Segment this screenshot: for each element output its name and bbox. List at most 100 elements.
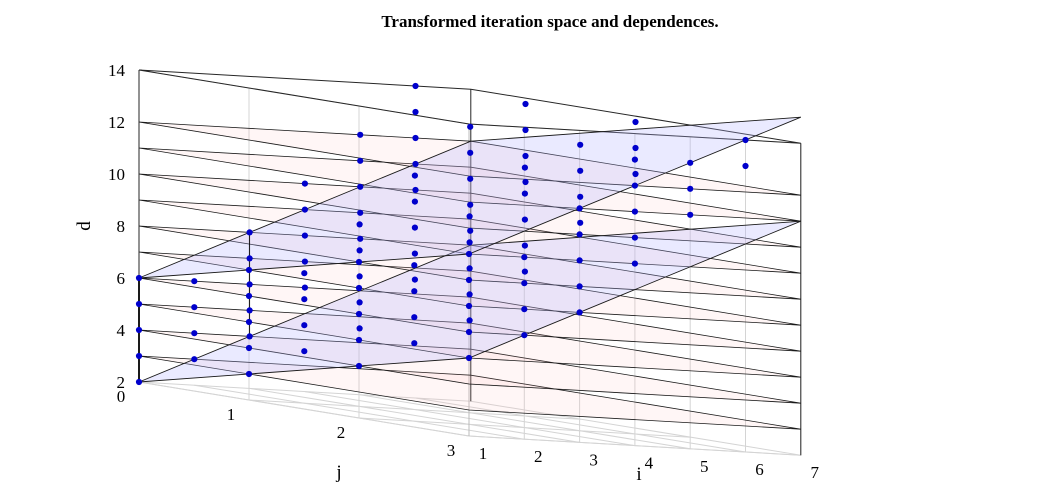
data-point bbox=[631, 156, 639, 163]
data-point bbox=[576, 205, 583, 212]
data-point bbox=[245, 318, 253, 326]
data-point bbox=[301, 348, 308, 355]
data-point bbox=[521, 306, 528, 313]
data-point bbox=[301, 206, 308, 213]
data-point bbox=[135, 274, 143, 282]
data-point bbox=[355, 258, 363, 266]
data-point bbox=[135, 352, 143, 360]
data-point bbox=[687, 211, 694, 218]
data-point bbox=[521, 242, 529, 249]
y-tick-label: 1 bbox=[227, 405, 236, 424]
data-point bbox=[355, 310, 363, 318]
data-point bbox=[191, 330, 198, 337]
data-point bbox=[412, 82, 419, 90]
data-point bbox=[631, 234, 639, 241]
data-point bbox=[521, 268, 529, 275]
data-point bbox=[357, 157, 364, 164]
data-point bbox=[411, 314, 418, 321]
data-point bbox=[521, 216, 529, 223]
data-point bbox=[246, 333, 253, 340]
z-tick-label: 8 bbox=[117, 217, 126, 236]
data-point bbox=[521, 190, 529, 197]
data-point bbox=[246, 281, 253, 288]
y-tick-label: 0 bbox=[117, 387, 126, 406]
z-tick-label: 2 bbox=[117, 373, 126, 392]
x-tick-label: 6 bbox=[755, 460, 764, 479]
data-point bbox=[356, 247, 363, 254]
data-point bbox=[465, 354, 473, 362]
data-point bbox=[411, 340, 418, 347]
data-point bbox=[245, 292, 253, 300]
data-point bbox=[467, 149, 474, 156]
data-point bbox=[576, 257, 583, 264]
data-point bbox=[522, 178, 529, 186]
data-point bbox=[301, 258, 308, 265]
z-axis-label: d bbox=[74, 221, 95, 231]
x-tick-label: 1 bbox=[479, 444, 488, 463]
data-points bbox=[135, 82, 749, 386]
data-point bbox=[301, 232, 308, 239]
data-point bbox=[356, 221, 363, 228]
data-point bbox=[576, 309, 583, 316]
data-point bbox=[467, 227, 474, 234]
data-point bbox=[631, 208, 639, 215]
data-point bbox=[135, 300, 143, 308]
data-point bbox=[577, 193, 584, 200]
y-tick-label: 2 bbox=[337, 423, 346, 442]
data-point bbox=[412, 160, 419, 168]
data-point bbox=[521, 164, 529, 171]
data-point bbox=[356, 273, 363, 280]
chart-title: Transformed iteration space and dependen… bbox=[381, 12, 718, 31]
data-point bbox=[687, 159, 694, 166]
x-tick-label: 7 bbox=[811, 463, 820, 482]
data-point bbox=[357, 131, 364, 138]
data-point bbox=[245, 344, 253, 352]
data-point bbox=[411, 288, 418, 295]
data-point bbox=[355, 362, 363, 370]
z-tick-label: 6 bbox=[117, 269, 126, 288]
data-point bbox=[412, 134, 419, 142]
data-point bbox=[356, 325, 363, 332]
data-point bbox=[191, 356, 198, 363]
data-point bbox=[522, 100, 529, 108]
x-axis-label: i bbox=[636, 464, 641, 485]
z-tick-label: 4 bbox=[117, 321, 126, 340]
data-point bbox=[465, 302, 473, 310]
data-point bbox=[245, 266, 253, 274]
x-tick-label: 4 bbox=[645, 454, 654, 473]
data-point bbox=[411, 172, 418, 179]
data-point bbox=[521, 332, 528, 339]
data-point bbox=[632, 170, 639, 178]
data-point bbox=[135, 326, 143, 334]
data-point bbox=[246, 229, 253, 236]
grid-line-j bbox=[358, 417, 691, 438]
data-point bbox=[301, 284, 308, 291]
x-tick-label: 3 bbox=[589, 450, 598, 469]
data-point bbox=[466, 213, 473, 220]
data-point bbox=[246, 255, 253, 262]
data-point bbox=[357, 209, 364, 216]
data-point bbox=[631, 182, 639, 189]
data-point bbox=[631, 260, 639, 267]
data-point bbox=[742, 136, 749, 144]
data-point bbox=[632, 144, 639, 152]
data-point bbox=[356, 299, 363, 306]
z-tick-label: 14 bbox=[108, 61, 126, 80]
data-point bbox=[577, 219, 584, 226]
data-point bbox=[466, 317, 473, 324]
data-point bbox=[632, 118, 639, 126]
data-point bbox=[411, 250, 418, 257]
z-tick-label: 12 bbox=[108, 113, 125, 132]
z-tick-label: 10 bbox=[108, 165, 125, 184]
data-point bbox=[301, 296, 308, 303]
data-point bbox=[355, 284, 363, 292]
data-point bbox=[577, 167, 584, 174]
data-point bbox=[522, 152, 529, 160]
data-point bbox=[465, 250, 473, 258]
data-point bbox=[576, 231, 583, 238]
data-point bbox=[465, 328, 473, 336]
data-point bbox=[466, 239, 473, 246]
grid-line-j bbox=[138, 381, 471, 402]
